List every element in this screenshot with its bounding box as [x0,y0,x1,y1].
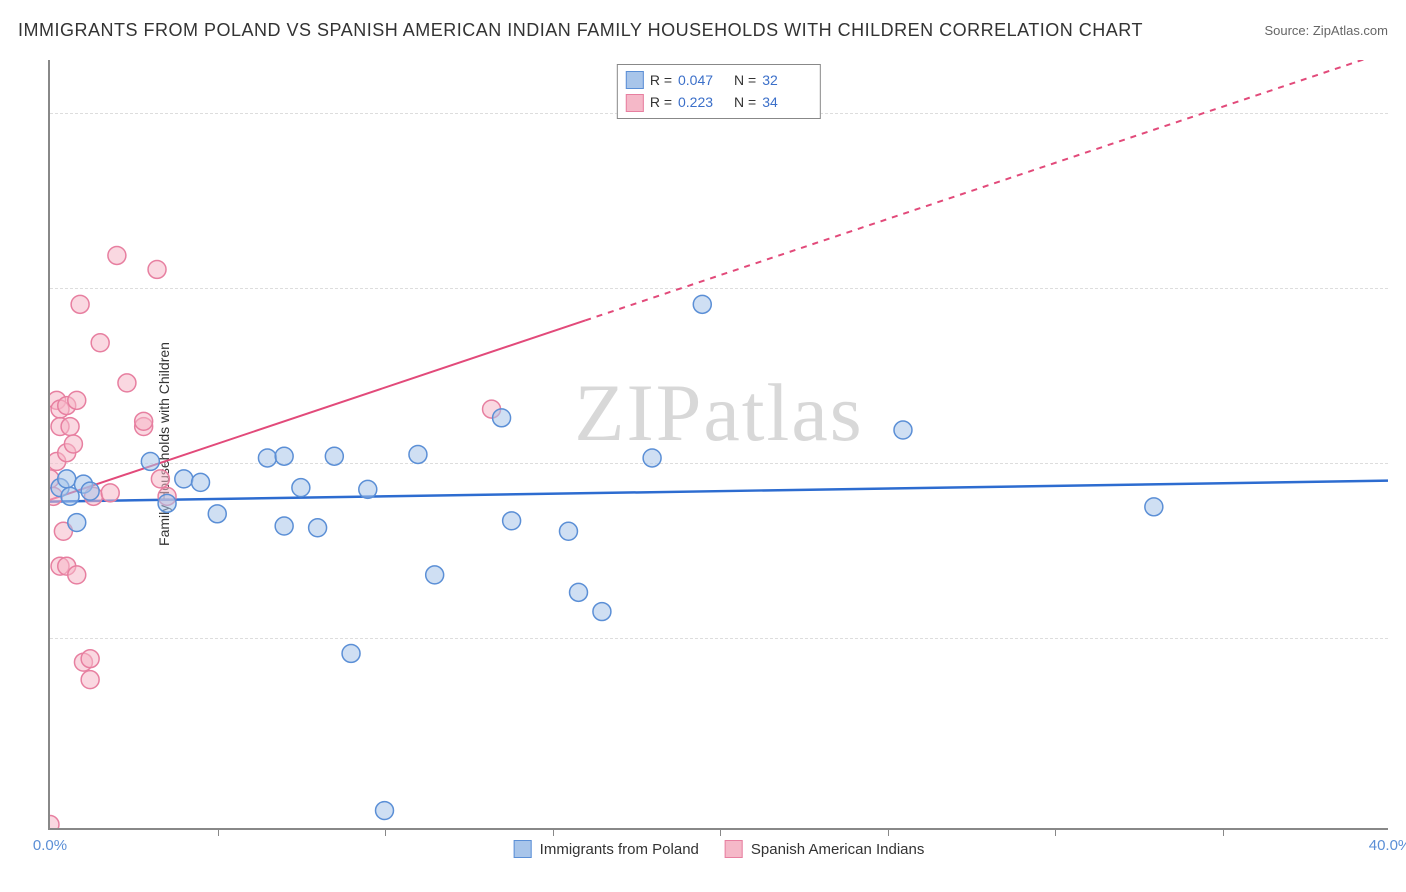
source-attribution: Source: ZipAtlas.com [1264,23,1388,38]
y-tick-label: 40.0% [1398,279,1406,296]
x-tick [1055,828,1056,836]
y-tick-label: 50.0% [1398,104,1406,121]
legend-bottom-swatch-1 [725,840,743,858]
source-link[interactable]: ZipAtlas.com [1313,23,1388,38]
x-tick [385,828,386,836]
legend-stats-row-1: R = 0.223 N = 34 [626,91,812,113]
legend-n-label-0: N = [734,69,756,91]
legend-n-value-1: 34 [762,91,812,113]
legend-r-label-0: R = [650,69,672,91]
x-tick [553,828,554,836]
legend-swatch-1 [626,94,644,112]
x-tick [1223,828,1224,836]
legend-n-label-1: N = [734,91,756,113]
legend-bottom-item-1: Spanish American Indians [725,840,924,858]
legend-swatch-0 [626,71,644,89]
legend-n-value-0: 32 [762,69,812,91]
y-tick-label: 20.0% [1398,629,1406,646]
legend-bottom-label-0: Immigrants from Poland [540,841,699,858]
legend-bottom: Immigrants from Poland Spanish American … [514,840,925,858]
legend-bottom-swatch-0 [514,840,532,858]
legend-r-label-1: R = [650,91,672,113]
legend-bottom-item-0: Immigrants from Poland [514,840,699,858]
legend-bottom-label-1: Spanish American Indians [751,841,924,858]
y-tick-label: 30.0% [1398,454,1406,471]
chart-title: IMMIGRANTS FROM POLAND VS SPANISH AMERIC… [18,20,1143,41]
plot-area: Family Households with Children ZIPatlas… [48,60,1388,830]
legend-r-value-1: 0.223 [678,91,728,113]
x-tick [888,828,889,836]
plot-svg [50,60,1388,828]
x-tick-label: 0.0% [33,837,67,854]
x-tick [720,828,721,836]
title-bar: IMMIGRANTS FROM POLAND VS SPANISH AMERIC… [18,20,1388,41]
legend-stats: R = 0.047 N = 32 R = 0.223 N = 34 [617,64,821,119]
legend-stats-row-0: R = 0.047 N = 32 [626,69,812,91]
legend-r-value-0: 0.047 [678,69,728,91]
x-tick [218,828,219,836]
source-prefix: Source: [1264,23,1312,38]
x-tick-label: 40.0% [1369,837,1406,854]
